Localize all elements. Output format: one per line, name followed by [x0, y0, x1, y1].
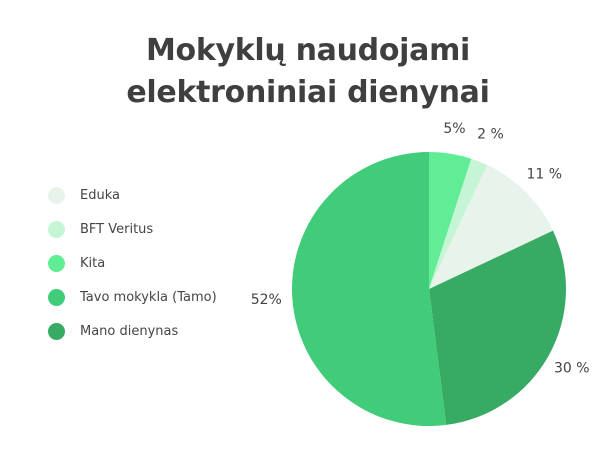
pie-label-kita: 5% [443, 121, 465, 137]
legend-swatch-bft-veritus [48, 220, 65, 238]
legend-label-kita: Kita [80, 255, 106, 271]
pie-slice-tavo-mokykla-tamo [292, 152, 447, 426]
legend-label-tamo: Tavo mokykla (Tamo) [80, 289, 217, 305]
legend-swatch-kita [48, 254, 65, 272]
pie-label-tavo-mokykla-tamo: 52% [251, 292, 282, 308]
chart-title: Mokyklų naudojami elektroniniai dienynai [0, 30, 616, 114]
legend-label-mano-dienynas: Mano dienynas [80, 323, 179, 339]
chart-title-line-2: elektroniniai dienynai [126, 75, 490, 110]
legend-item-tamo: Tavo mokykla (Tamo) [48, 280, 268, 314]
pie-slice-eduka [429, 165, 553, 289]
legend-swatch-tamo [48, 288, 65, 306]
pie-label-eduka: 11 % [527, 167, 563, 183]
legend-swatch-eduka [48, 186, 65, 204]
legend-item-eduka: Eduka [48, 178, 268, 212]
pie-slice-bft-veritus [429, 158, 488, 289]
legend-item-kita: Kita [48, 246, 268, 280]
legend-label-bft-veritus: BFT Veritus [80, 221, 154, 237]
pie-slice-kita [429, 152, 472, 289]
legend-label-eduka: Eduka [80, 187, 120, 203]
chart-title-line-1: Mokyklų naudojami [145, 33, 471, 68]
pie-slice-mano-dienynas [429, 230, 566, 425]
pie-label-mano-dienynas: 30 % [554, 361, 590, 377]
pie-label-bft-veritus: 2 % [477, 127, 504, 143]
legend-item-bft-veritus: BFT Veritus [48, 212, 268, 246]
legend-swatch-mano-dienynas [48, 322, 65, 340]
chart-legend: Eduka BFT Veritus Kita Tavo mokykla (Tam… [48, 178, 268, 348]
legend-item-mano-dienynas: Mano dienynas [48, 314, 268, 348]
